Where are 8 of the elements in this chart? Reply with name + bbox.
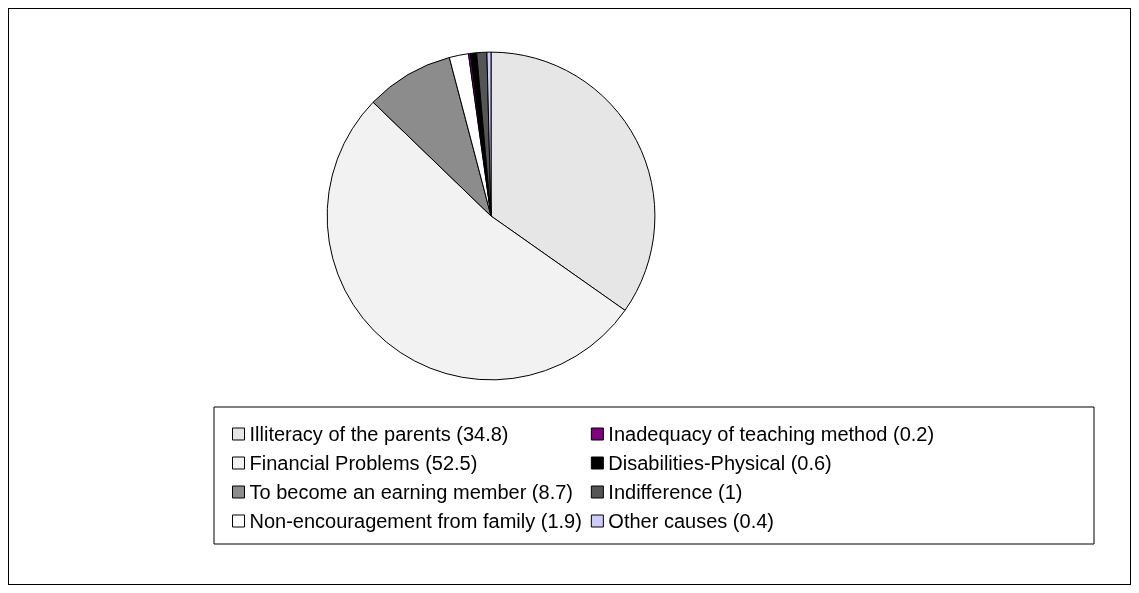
legend-label: Financial Problems (52.5) (249, 452, 478, 474)
legend-label: Indifference (1) (608, 481, 743, 503)
legend-label: Non-encouragement from family (1.9) (249, 510, 582, 532)
legend-label: To become an earning member (8.7) (249, 481, 573, 503)
legend-label: Illiteracy of the parents (34.8) (249, 423, 509, 445)
legend-label: Other causes (0.4) (608, 510, 774, 532)
legend-label: Disabilities-Physical (0.6) (608, 452, 832, 474)
legend-label: Inadequacy of teaching method (0.2) (608, 423, 935, 445)
